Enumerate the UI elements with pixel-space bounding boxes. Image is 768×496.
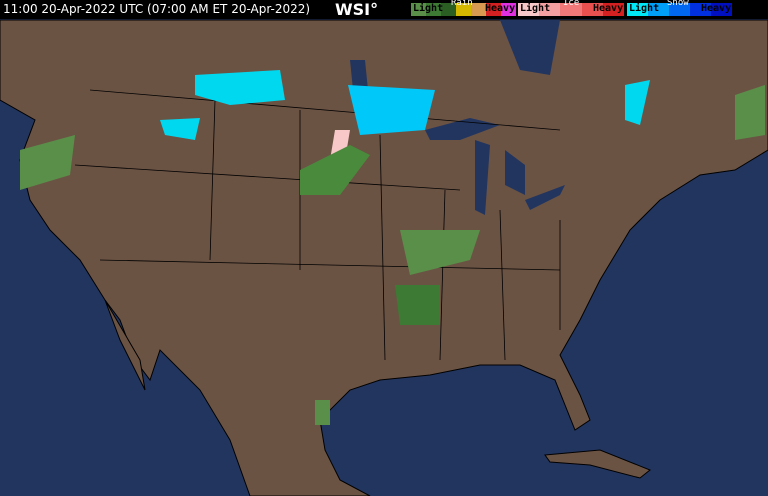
wsi-logo: WSI° bbox=[335, 0, 379, 19]
legend-swatch bbox=[690, 3, 711, 16]
legend-swatch bbox=[711, 3, 732, 16]
legend-swatch bbox=[486, 3, 501, 16]
snow-color-bar bbox=[627, 3, 732, 16]
snow-echo bbox=[625, 80, 650, 125]
legend-swatch bbox=[501, 3, 516, 16]
ice-heavy-label: Heavy bbox=[593, 3, 624, 14]
legend-swatch bbox=[411, 3, 426, 16]
snow-light-label: Light bbox=[629, 3, 660, 14]
legend-swatch bbox=[426, 3, 441, 16]
rain-color-bar bbox=[411, 3, 516, 16]
rain-echo bbox=[735, 85, 765, 140]
ice-color-bar bbox=[518, 3, 625, 16]
snow-heavy-label: Heavy bbox=[701, 3, 732, 14]
state-borders bbox=[74, 89, 561, 361]
rain-heavy-label: Heavy bbox=[485, 3, 516, 14]
legend-swatch bbox=[441, 3, 456, 16]
hudson-bay bbox=[500, 20, 560, 75]
legend-swatch bbox=[456, 3, 471, 16]
legend-swatch bbox=[539, 3, 561, 16]
snow-echo bbox=[348, 85, 435, 135]
land-cuba bbox=[544, 449, 651, 479]
rain-title: Rain bbox=[451, 0, 473, 8]
legend-swatch bbox=[518, 3, 540, 16]
lake-erie bbox=[525, 185, 565, 210]
ice-title: Ice bbox=[563, 0, 580, 8]
land-baja bbox=[104, 299, 146, 391]
rain-echo bbox=[20, 135, 75, 190]
snow-echo bbox=[160, 118, 200, 140]
rain-echo bbox=[315, 400, 330, 425]
radar-echoes bbox=[20, 70, 765, 425]
snow-title: Snow bbox=[667, 0, 689, 8]
snow-echo bbox=[195, 70, 285, 105]
ice-light-label: Light bbox=[520, 3, 551, 14]
lake-michigan bbox=[475, 140, 490, 215]
legend-swatch bbox=[581, 3, 603, 16]
rain-echo bbox=[400, 230, 480, 275]
legend-swatch bbox=[669, 3, 690, 16]
rain-echo bbox=[395, 285, 440, 325]
lake-huron bbox=[505, 150, 525, 195]
legend-swatch bbox=[471, 3, 486, 16]
legend-swatch bbox=[627, 3, 648, 16]
timestamp: 11:00 20-Apr-2022 UTC (07:00 AM ET 20-Ap… bbox=[3, 2, 311, 16]
legend-swatch bbox=[648, 3, 669, 16]
legend-swatch bbox=[560, 3, 582, 16]
header-bar: 11:00 20-Apr-2022 UTC (07:00 AM ET 20-Ap… bbox=[0, 0, 768, 19]
rain-light-label: Light bbox=[413, 3, 444, 14]
rain-echo bbox=[300, 145, 370, 195]
legend-swatch bbox=[602, 3, 625, 16]
